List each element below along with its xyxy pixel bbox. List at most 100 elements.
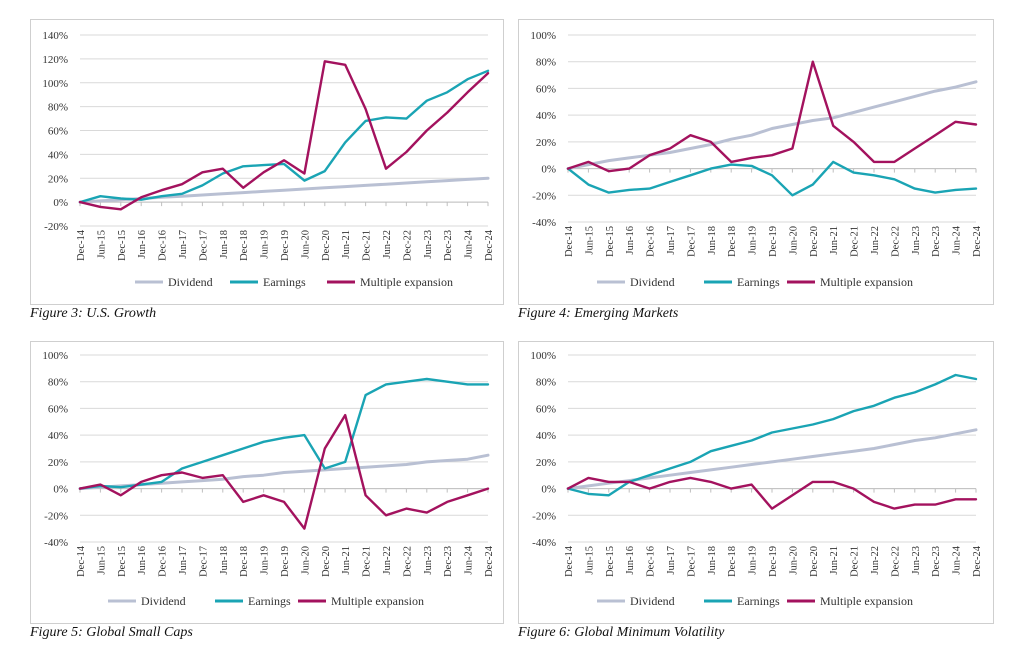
y-tick-label: 80%	[536, 57, 556, 69]
x-tick-label: Jun-20	[788, 546, 799, 575]
x-tick-label: Dec-18	[727, 546, 738, 577]
y-tick-label: 100%	[530, 30, 556, 42]
x-tick-label: Dec-23	[931, 226, 942, 257]
y-tick-label: 20%	[48, 457, 68, 469]
legend-label-multiple: Multiple expansion	[820, 594, 913, 608]
y-tick-label: 120%	[42, 54, 68, 66]
x-tick-label: Dec-14	[76, 545, 87, 577]
legend-label-multiple: Multiple expansion	[820, 275, 913, 289]
x-tick-label: Jun-17	[178, 230, 189, 259]
y-tick-label: 0%	[53, 197, 68, 209]
chart-frame-us-growth	[30, 19, 504, 305]
figure-caption-global-min-vol: Figure 6: Global Minimum Volatility	[518, 625, 725, 640]
y-tick-label: 40%	[48, 149, 68, 161]
series-line-multiple	[566, 476, 978, 510]
x-tick-label: Dec-18	[239, 230, 250, 261]
chart-frame-global-small-caps	[30, 341, 504, 624]
x-tick-label: Dec-21	[362, 230, 373, 261]
series-line-dividend	[566, 80, 978, 171]
y-tick-label: -20%	[44, 510, 68, 522]
x-tick-label: Dec-23	[443, 230, 454, 261]
x-tick-label: Jun-16	[625, 226, 636, 255]
x-tick-label: Dec-15	[117, 546, 128, 577]
x-tick-label: Dec-17	[198, 230, 209, 261]
y-tick-label: 40%	[536, 430, 556, 442]
x-tick-label: Dec-17	[198, 546, 209, 577]
legend-label-earnings: Earnings	[737, 275, 780, 289]
figure-caption-emerging-markets: Figure 4: Emerging Markets	[518, 306, 679, 321]
y-tick-label: 100%	[42, 78, 68, 90]
series-line-earnings	[566, 373, 978, 497]
x-tick-label: Jun-15	[584, 226, 595, 255]
series-line-multiple	[78, 413, 490, 530]
x-tick-label: Dec-24	[484, 545, 495, 577]
y-tick-label: -20%	[532, 190, 556, 202]
figure-caption-us-growth: Figure 3: U.S. Growth	[30, 306, 157, 321]
x-tick-label: Dec-21	[850, 546, 861, 577]
x-tick-label: Dec-20	[809, 226, 820, 257]
x-tick-label: Jun-21	[341, 230, 352, 259]
x-tick-label: Dec-20	[321, 546, 332, 577]
x-tick-label: Dec-24	[484, 229, 495, 261]
x-tick-label: Jun-19	[748, 226, 759, 255]
x-tick-label: Jun-18	[707, 226, 718, 255]
y-tick-label: 0%	[541, 484, 556, 496]
x-tick-label: Jun-23	[423, 230, 434, 259]
x-tick-label: Dec-16	[646, 226, 657, 257]
x-tick-label: Jun-23	[423, 546, 434, 575]
series-line-earnings	[78, 377, 490, 490]
x-tick-label: Jun-24	[952, 225, 963, 254]
x-tick-label: Dec-14	[564, 545, 575, 577]
series-line-earnings	[566, 160, 978, 197]
x-tick-label: Dec-23	[443, 546, 454, 577]
y-tick-label: 20%	[536, 137, 556, 149]
y-tick-label: 140%	[42, 30, 68, 42]
x-tick-label: Jun-16	[137, 230, 148, 259]
x-tick-label: Jun-22	[870, 546, 881, 575]
x-tick-label: Dec-17	[686, 226, 697, 257]
x-tick-label: Jun-21	[341, 546, 352, 575]
x-tick-label: Dec-15	[117, 230, 128, 261]
y-tick-label: 0%	[53, 484, 68, 496]
x-tick-label: Jun-20	[300, 230, 311, 259]
x-tick-label: Jun-23	[911, 546, 922, 575]
y-tick-label: -20%	[532, 510, 556, 522]
x-tick-label: Dec-18	[239, 546, 250, 577]
x-tick-label: Dec-21	[850, 226, 861, 257]
x-tick-label: Jun-22	[382, 546, 393, 575]
x-tick-label: Dec-17	[686, 546, 697, 577]
x-tick-label: Jun-21	[829, 546, 840, 575]
y-tick-label: 60%	[48, 126, 68, 138]
x-tick-label: Dec-22	[402, 546, 413, 577]
y-tick-label: -40%	[532, 537, 556, 549]
x-tick-label: Dec-21	[362, 546, 373, 577]
x-tick-label: Dec-15	[605, 546, 616, 577]
x-tick-label: Jun-18	[707, 546, 718, 575]
x-tick-label: Jun-22	[382, 230, 393, 259]
x-tick-label: Dec-20	[809, 546, 820, 577]
y-tick-label: 100%	[530, 350, 556, 362]
x-tick-label: Dec-18	[727, 226, 738, 257]
x-tick-label: Jun-18	[219, 230, 230, 259]
x-tick-label: Jun-21	[829, 226, 840, 255]
y-tick-label: 80%	[48, 377, 68, 389]
x-tick-label: Jun-24	[464, 229, 475, 258]
x-tick-label: Jun-17	[666, 546, 677, 575]
x-tick-label: Jun-24	[464, 545, 475, 574]
y-tick-label: 100%	[42, 350, 68, 362]
x-tick-label: Jun-18	[219, 546, 230, 575]
x-tick-label: Jun-17	[178, 546, 189, 575]
x-tick-label: Jun-19	[260, 546, 271, 575]
x-tick-label: Jun-19	[260, 230, 271, 259]
y-tick-label: 80%	[48, 102, 68, 114]
x-tick-label: Jun-20	[300, 546, 311, 575]
x-tick-label: Jun-15	[96, 546, 107, 575]
legend-label-dividend: Dividend	[141, 594, 186, 608]
legend-label-multiple: Multiple expansion	[360, 275, 453, 289]
chart-frame-global-min-vol	[518, 341, 994, 624]
x-tick-label: Jun-15	[96, 230, 107, 259]
series-line-multiple	[566, 60, 978, 173]
x-tick-label: Dec-23	[931, 546, 942, 577]
x-tick-label: Dec-15	[605, 226, 616, 257]
x-tick-label: Jun-15	[584, 546, 595, 575]
